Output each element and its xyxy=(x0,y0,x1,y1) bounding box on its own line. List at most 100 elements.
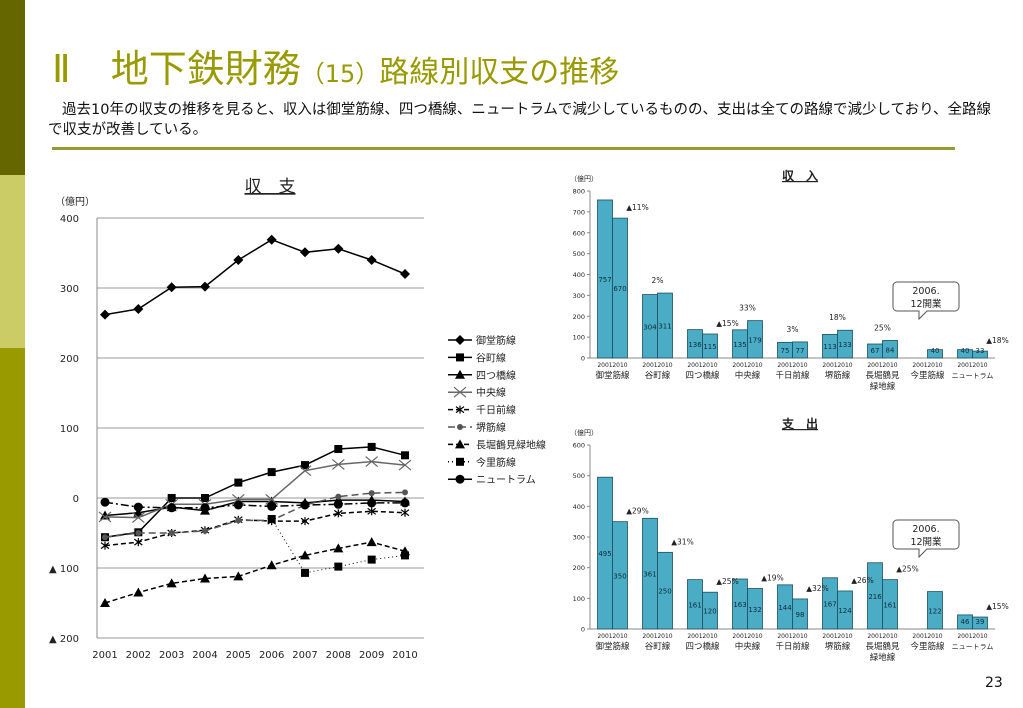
data-point xyxy=(456,353,464,362)
data-point xyxy=(455,369,465,379)
category-label: 長堀鶴見 xyxy=(865,370,900,381)
category-group xyxy=(732,320,763,359)
category-group xyxy=(642,292,673,359)
series-line xyxy=(104,499,406,517)
bar-value-label: 135 xyxy=(733,341,746,349)
year-label: 2010 xyxy=(927,633,942,640)
y-tick-label: 600 xyxy=(573,442,585,450)
data-point xyxy=(401,451,409,460)
chart-title: 支 出 xyxy=(781,416,818,431)
data-point xyxy=(366,537,377,547)
year-label: 2001 xyxy=(642,362,657,369)
data-point xyxy=(367,442,376,451)
y-tick-label: 0 xyxy=(73,494,79,505)
y-tick-label: 200 xyxy=(573,313,585,321)
data-point xyxy=(133,502,143,512)
bar-value-label: 495 xyxy=(598,550,611,558)
series-6 xyxy=(100,537,410,607)
data-point xyxy=(131,512,145,524)
legend-label: 御堂筋線 xyxy=(476,334,516,347)
bar-value-label: 122 xyxy=(928,607,941,615)
data-point xyxy=(368,490,375,497)
callout-bubble xyxy=(892,281,960,321)
year-label: 2001 xyxy=(777,362,792,369)
y-tick-label: 400 xyxy=(573,503,585,511)
legend-label: ニュートラム xyxy=(476,474,536,486)
year-label: 2010 xyxy=(747,362,762,369)
data-point xyxy=(267,468,276,477)
data-point xyxy=(135,530,142,536)
x-tick-label: 2010 xyxy=(392,650,417,661)
year-label: 2001 xyxy=(597,362,612,369)
x-tick-label: 2009 xyxy=(359,650,384,661)
data-point xyxy=(100,541,110,550)
change-label: ▲26% xyxy=(851,576,873,585)
year-label: 2001 xyxy=(732,633,747,640)
legend-item xyxy=(448,405,472,414)
year-label: 2010 xyxy=(837,362,852,369)
data-point xyxy=(334,445,343,453)
data-point xyxy=(98,511,112,523)
year-label: 2001 xyxy=(867,362,882,369)
page-number: 23 xyxy=(985,675,1003,691)
year-label: 2010 xyxy=(612,362,627,369)
legend-item xyxy=(448,353,472,362)
bar xyxy=(972,350,988,359)
series-5 xyxy=(102,489,408,541)
y-tick-label: ▲ 200 xyxy=(49,634,79,645)
data-point xyxy=(400,508,410,517)
y-tick-label: 200 xyxy=(60,354,79,365)
slide-title: Ⅱ 地下鉄財務（15）路線別収支の推移 xyxy=(52,38,619,93)
bar-value-label: 136 xyxy=(688,341,702,349)
bar-value-label: 167 xyxy=(823,600,836,608)
series-line xyxy=(104,460,406,519)
series-1 xyxy=(101,442,409,542)
y-tick-label: 100 xyxy=(573,595,585,603)
sidebar-block-light xyxy=(0,175,25,348)
category-label: 中央線 xyxy=(735,641,761,652)
category-label: 千日前線 xyxy=(775,370,810,381)
bar xyxy=(927,349,943,359)
data-point xyxy=(333,543,344,553)
section-number: Ⅱ xyxy=(52,47,71,91)
category-label: 谷町線 xyxy=(645,370,671,381)
year-label: 2010 xyxy=(972,362,987,369)
legend-item xyxy=(448,474,472,484)
y-tick-label: 300 xyxy=(60,284,79,295)
data-point xyxy=(300,247,310,258)
sidebar-block-olive xyxy=(0,348,25,708)
change-label: ▲11% xyxy=(626,203,648,212)
chart-title: 収 支 xyxy=(245,177,296,197)
legend-label: 谷町線 xyxy=(476,351,506,364)
bar-value-label: 361 xyxy=(643,571,656,579)
chart-title: 収 入 xyxy=(782,169,818,183)
bar xyxy=(972,616,988,630)
y-tick-label: 300 xyxy=(573,292,585,300)
y-tick-label: 700 xyxy=(573,208,585,216)
bar-value-label: 67 xyxy=(871,347,880,355)
bar-value-label: 304 xyxy=(643,323,657,331)
callout-text: 2006. xyxy=(912,524,939,535)
year-label: 2001 xyxy=(912,633,927,640)
category-group xyxy=(687,579,718,630)
bar-value-label: 132 xyxy=(748,606,761,614)
data-point xyxy=(333,243,344,254)
category-group xyxy=(867,340,898,359)
expense-chart xyxy=(587,444,995,630)
change-label: ▲15% xyxy=(716,319,738,328)
series-line xyxy=(104,510,406,547)
bar-value-label: 124 xyxy=(838,607,852,615)
series-line xyxy=(104,541,406,604)
data-point xyxy=(233,571,244,581)
year-label: 2001 xyxy=(597,633,612,640)
year-label: 2010 xyxy=(657,362,672,369)
y-tick-label: 600 xyxy=(573,229,585,237)
x-tick-label: 2004 xyxy=(192,650,217,661)
category-label: 御堂筋線 xyxy=(595,641,630,652)
change-label: 3% xyxy=(787,325,799,334)
data-point xyxy=(200,281,210,292)
y-tick-label: 200 xyxy=(573,564,585,572)
data-point xyxy=(331,458,345,470)
change-label: ▲25% xyxy=(896,565,918,574)
